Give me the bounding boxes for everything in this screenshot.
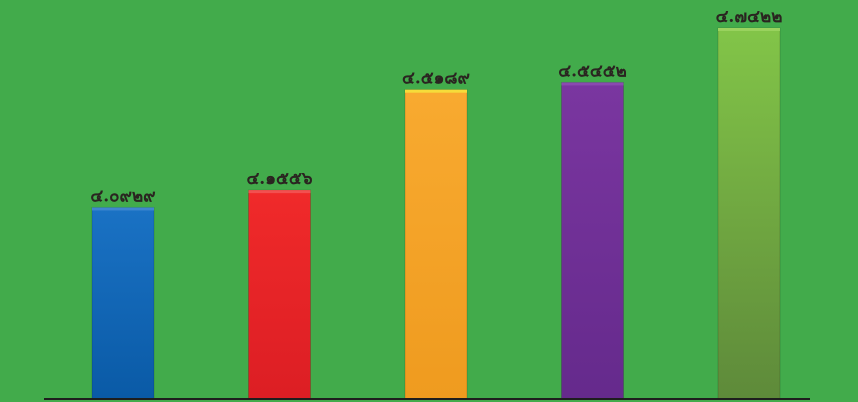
bar-2-value-label: ๔.๑๕๕๖: [246, 169, 312, 189]
bar-5: [717, 27, 781, 400]
bar-3-top-edge: [405, 89, 467, 93]
bar-1: [91, 206, 155, 400]
bar-5-value-label: ๔.๗๔๒๒: [716, 7, 783, 27]
bar-4-value-label: ๔.๕๔๕๒: [558, 61, 627, 81]
bar-2-top-edge: [248, 190, 311, 194]
bar-1-value-label: ๔.๐๙๒๙: [90, 186, 155, 206]
bar-2: [248, 189, 311, 400]
bar-4: [561, 81, 624, 400]
bar-4-top-edge: [561, 82, 624, 86]
bar-3: [404, 89, 468, 400]
value-labels-group: ๔.๐๙๒๙ ๔.๑๕๕๖ ๔.๕๑๘๙ ๔.๕๔๕๒ ๔.๗๔๒๒: [90, 7, 782, 206]
bar-5-top-edge: [718, 27, 780, 31]
bars-group: [91, 27, 781, 400]
bar-1-top-edge: [92, 207, 154, 211]
bar-3-value-label: ๔.๕๑๘๙: [402, 69, 470, 89]
